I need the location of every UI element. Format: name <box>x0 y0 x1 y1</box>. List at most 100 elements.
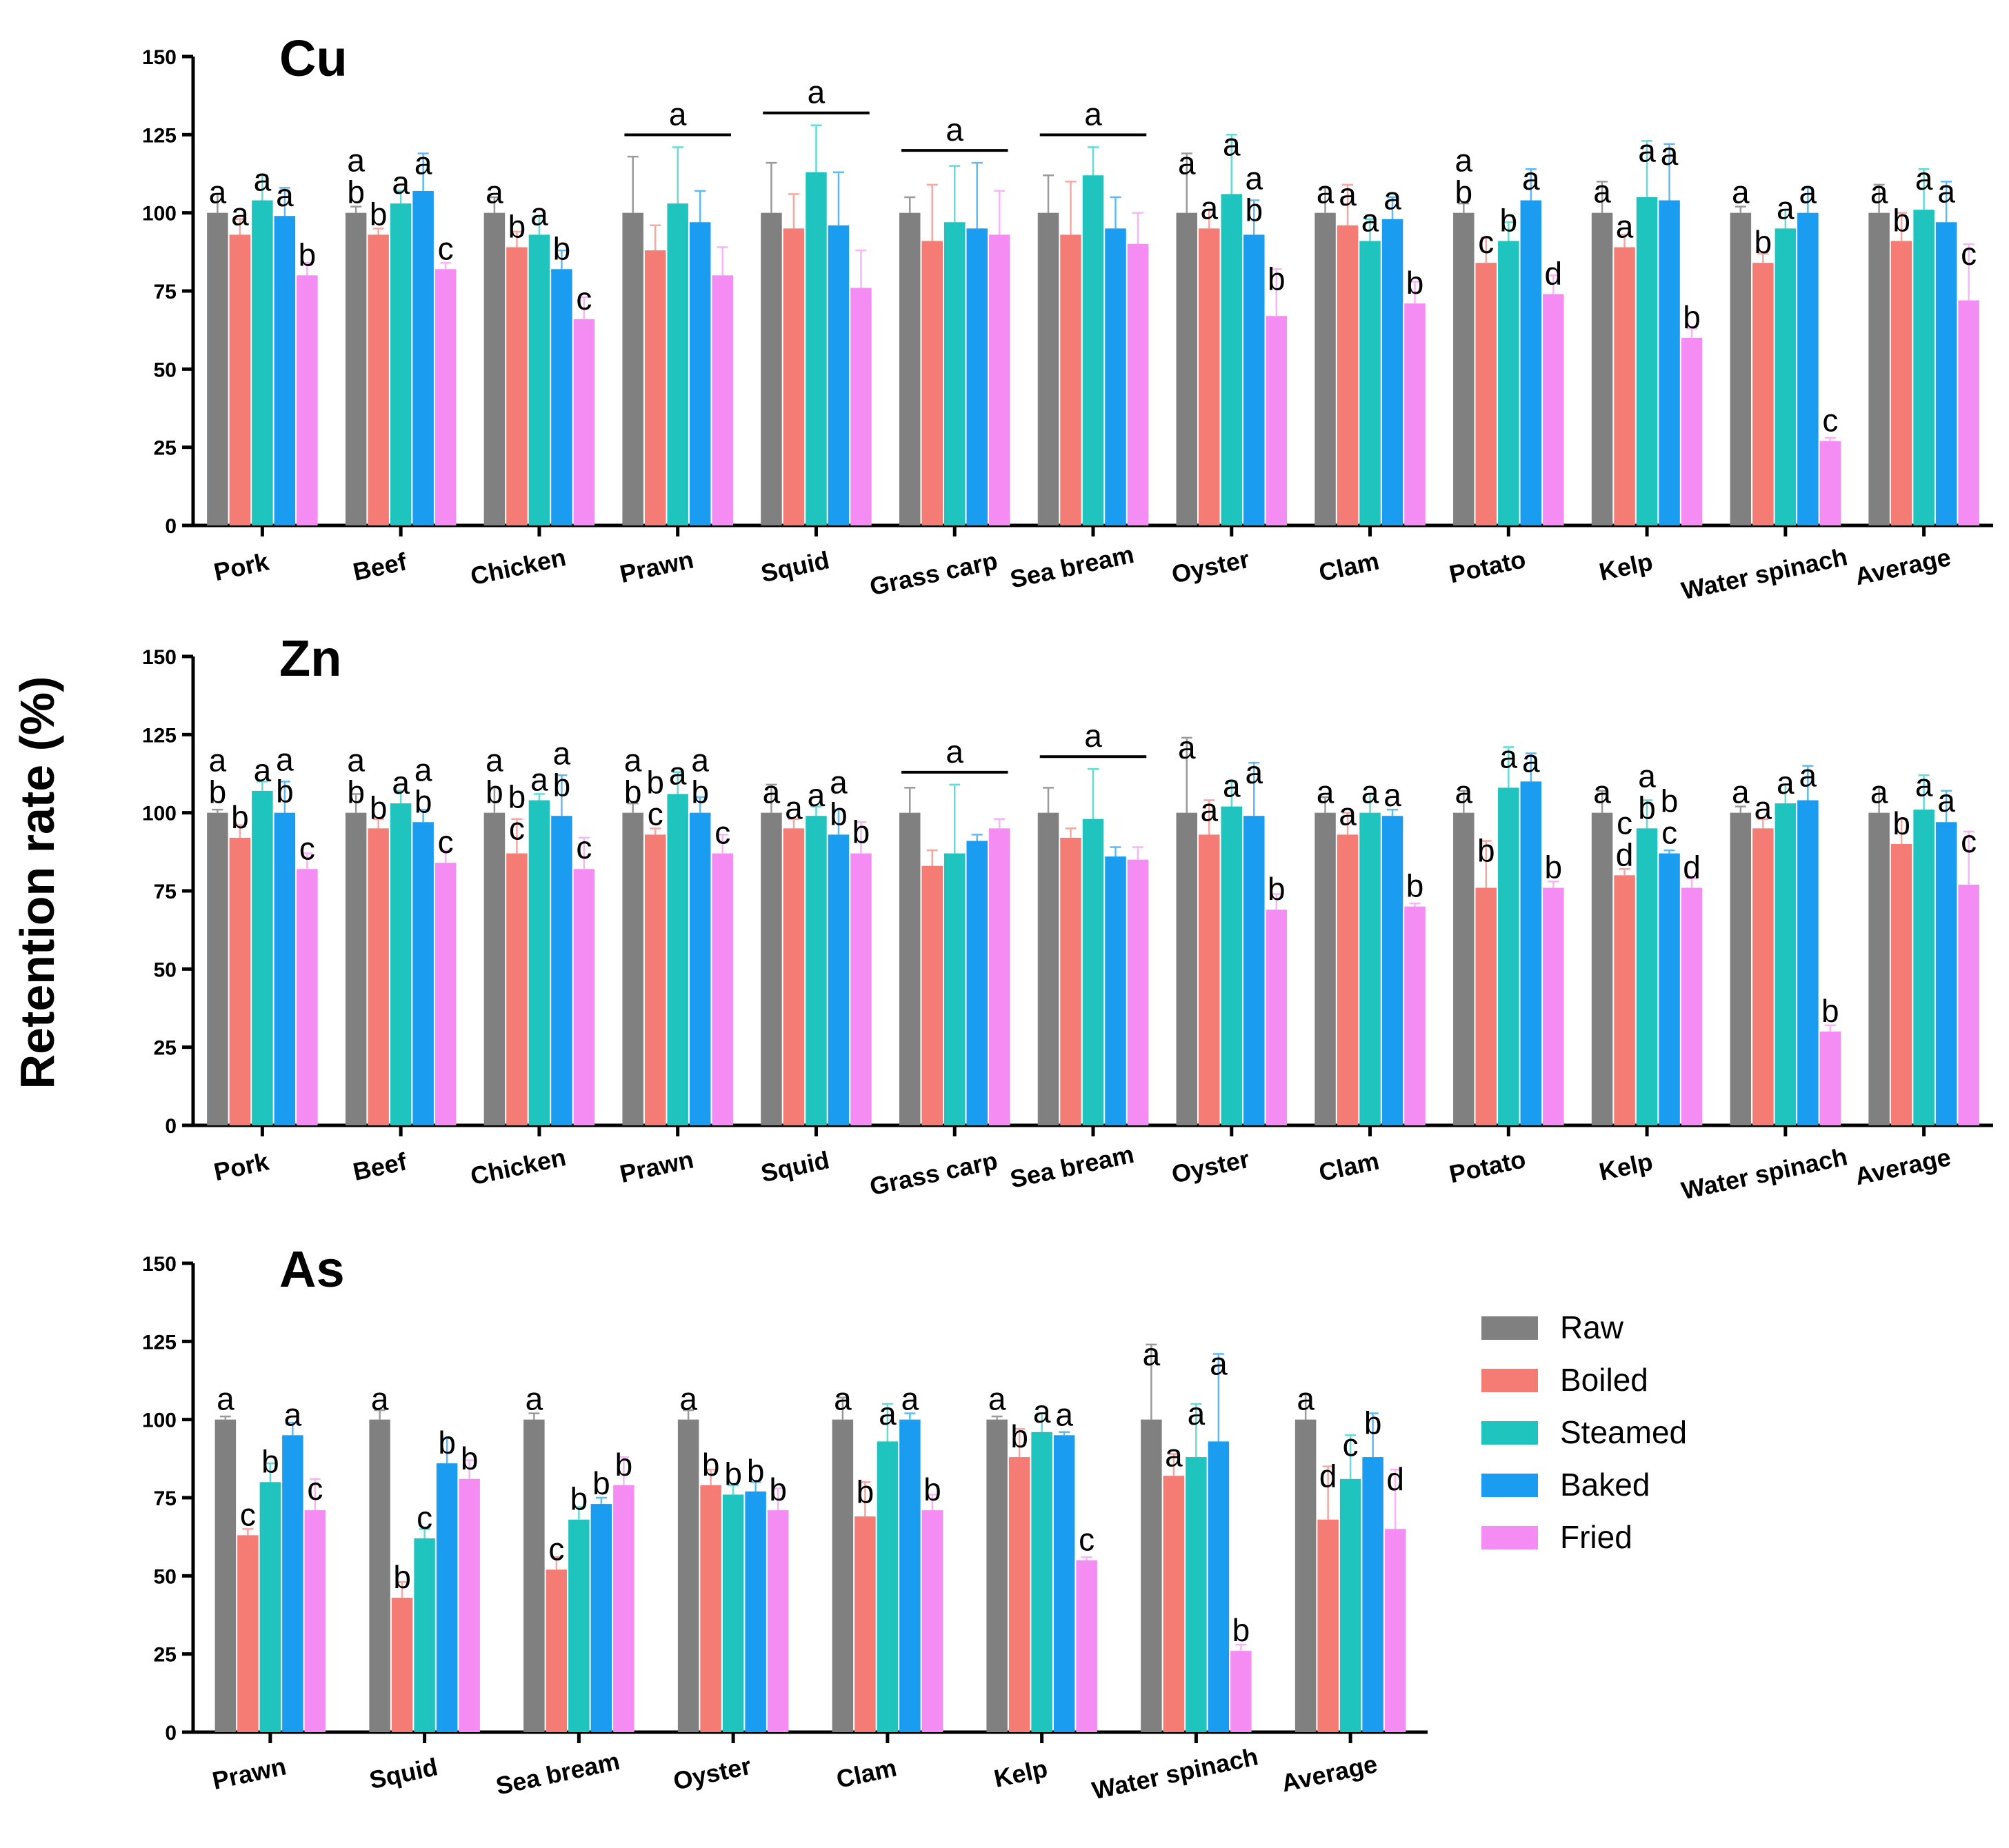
bar-raw <box>622 212 643 525</box>
bar-fried <box>1266 316 1288 525</box>
significance-letter: a <box>1616 209 1634 245</box>
x-tick-label: Squid <box>367 1752 440 1794</box>
bar-boiled <box>1890 844 1912 1125</box>
significance-letter: a <box>1799 758 1817 794</box>
y-tick-label: 75 <box>154 1487 177 1510</box>
significance-letter: a <box>1339 177 1357 212</box>
significance-letter: a <box>392 765 410 801</box>
significance-letter: d <box>1545 256 1563 292</box>
legend-item-raw: Raw <box>1481 1309 1624 1345</box>
bar-raw <box>986 1419 1008 1732</box>
panel-title: Zn <box>279 630 341 687</box>
significance-letter: b <box>508 209 526 245</box>
significance-letter: b <box>1364 1405 1382 1441</box>
significance-letter: a <box>530 762 548 798</box>
bar-raw <box>1176 812 1198 1125</box>
bar-baked <box>551 269 572 525</box>
significance-letter: a <box>1084 718 1102 754</box>
bar-steamed <box>259 1482 281 1732</box>
significance-letter: b <box>347 174 365 210</box>
significance-letter: b <box>1892 805 1910 841</box>
significance-letter: b <box>1232 1612 1250 1648</box>
bar-fried <box>767 1510 789 1732</box>
significance-letter: a <box>691 743 709 779</box>
legend-label: Steamed <box>1560 1414 1687 1450</box>
bar-raw <box>899 812 921 1125</box>
significance-letter: a <box>785 790 803 825</box>
bar-raw <box>1868 212 1890 525</box>
bar-steamed <box>1339 1478 1361 1732</box>
significance-letter: a <box>414 145 432 181</box>
panel-title: Cu <box>279 30 348 87</box>
bar-fried <box>850 853 872 1125</box>
legend-label: Raw <box>1560 1309 1624 1345</box>
significance-letter: a <box>530 196 548 232</box>
bar-boiled <box>1475 887 1497 1125</box>
bar-boiled <box>1163 1476 1185 1732</box>
bar-baked <box>689 812 711 1125</box>
significance-letter: c <box>438 824 454 860</box>
significance-letter: a <box>679 1381 697 1417</box>
significance-letter: a <box>347 143 365 179</box>
x-tick-label: Kelp <box>1597 1147 1655 1186</box>
x-tick-label: Squid <box>759 545 832 587</box>
bar-fried <box>1404 303 1426 525</box>
significance-letter: a <box>414 752 432 787</box>
x-tick-label: Kelp <box>992 1754 1050 1793</box>
significance-letter: b <box>702 1447 720 1483</box>
bar-baked <box>1659 200 1680 525</box>
bar-steamed <box>1359 812 1381 1125</box>
bar-baked <box>1105 228 1126 525</box>
significance-letter: c <box>1478 224 1494 260</box>
bar-steamed <box>1913 210 1935 525</box>
y-tick-label: 0 <box>165 1722 177 1745</box>
significance-letter: c <box>548 1531 564 1567</box>
bar-baked <box>412 822 434 1125</box>
bar-steamed <box>1636 828 1658 1125</box>
legend-item-boiled: Boiled <box>1481 1362 1648 1398</box>
bar-fried <box>921 1510 943 1732</box>
bar-boiled <box>237 1535 259 1732</box>
y-tick-label: 75 <box>154 881 177 903</box>
significance-letter: b <box>691 774 709 810</box>
significance-letter: a <box>1455 143 1473 179</box>
bar-boiled <box>1475 263 1497 525</box>
bar-raw <box>1295 1419 1317 1732</box>
significance-letter: d <box>1683 849 1701 885</box>
bar-baked <box>899 1419 921 1732</box>
significance-letter: a <box>1755 790 1772 825</box>
significance-letter: a <box>1661 136 1679 172</box>
y-tick-label: 125 <box>142 124 177 147</box>
significance-letter: a <box>1638 132 1656 168</box>
significance-letter: b <box>1268 871 1286 907</box>
y-axis-label: Retention rate (%) <box>10 676 64 1089</box>
legend: Raw Boiled Steamed Baked Fried <box>1481 1309 1687 1555</box>
bar-fried <box>1681 338 1703 525</box>
bar-baked <box>1362 1457 1383 1732</box>
bar-steamed <box>1359 241 1381 525</box>
bar-steamed <box>568 1519 590 1732</box>
y-tick-label: 25 <box>154 1037 177 1060</box>
bar-fried <box>712 853 733 1125</box>
bar-boiled <box>1890 241 1912 525</box>
significance-letter: a <box>553 735 571 771</box>
y-tick-label: 150 <box>142 1253 177 1276</box>
significance-letter: a <box>1317 774 1335 810</box>
significance-letter: c <box>417 1500 432 1536</box>
significance-letter: a <box>1055 1396 1073 1432</box>
significance-letter: a <box>763 774 781 810</box>
bar-raw <box>899 212 921 525</box>
significance-letter: a <box>830 764 848 800</box>
significance-letter: a <box>669 755 687 791</box>
legend-item-steamed: Steamed <box>1481 1414 1687 1450</box>
significance-letter: a <box>1188 1396 1206 1432</box>
bar-steamed <box>1082 175 1104 525</box>
bar-fried <box>1958 300 1979 525</box>
bar-baked <box>1935 822 1957 1125</box>
significance-letter: b <box>1638 790 1656 825</box>
x-tick-label: Pork <box>211 547 272 586</box>
bar-fried <box>712 275 733 525</box>
x-tick-label: Average <box>1279 1749 1379 1797</box>
